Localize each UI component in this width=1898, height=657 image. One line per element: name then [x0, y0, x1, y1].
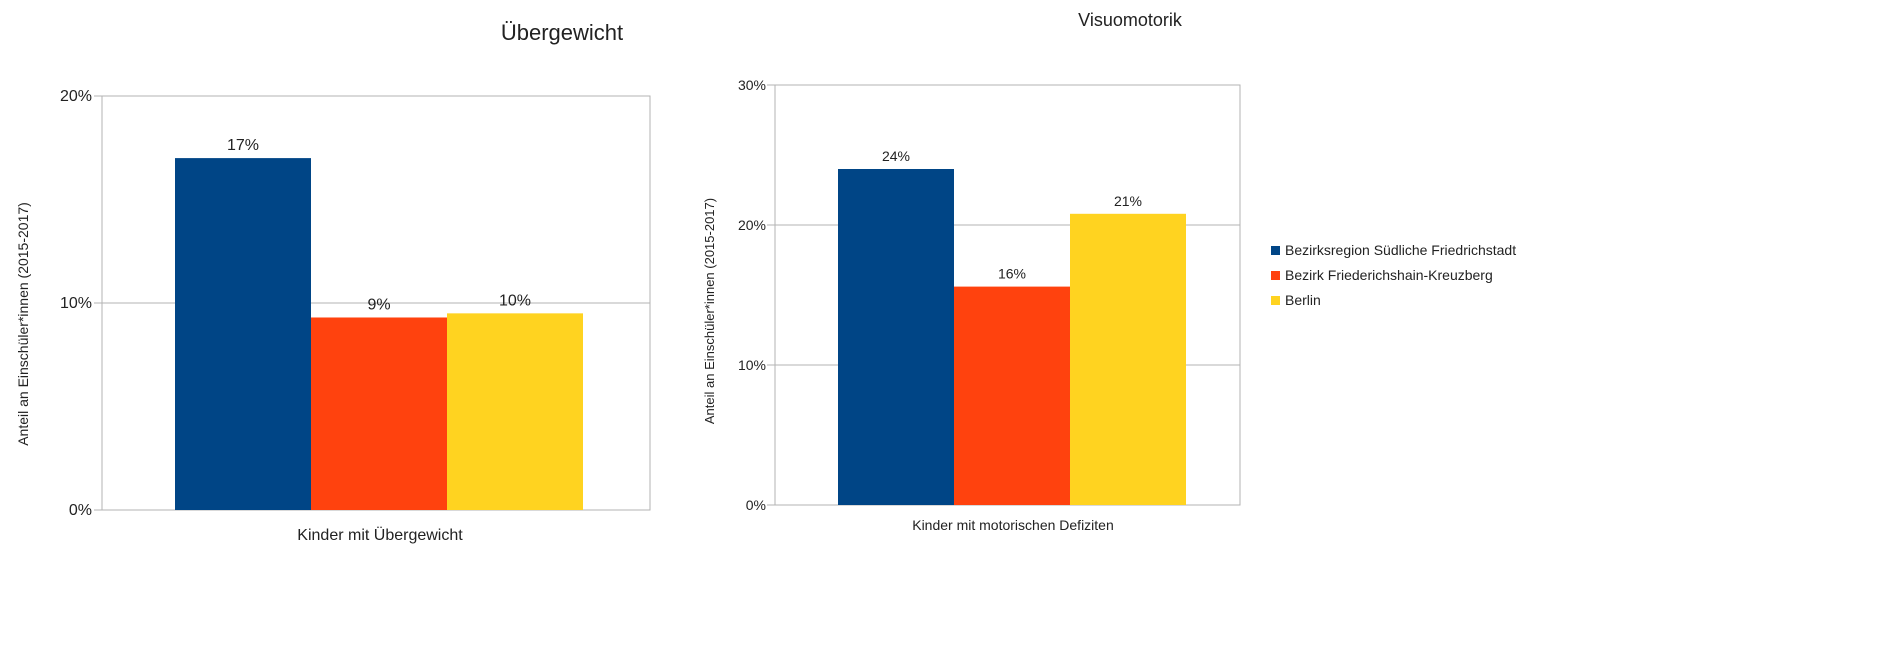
chart-title: Visuomotorik — [1078, 10, 1183, 30]
x-axis-label: Kinder mit Übergewicht — [297, 526, 463, 544]
y-tick-label: 10% — [738, 357, 766, 373]
bars — [175, 158, 583, 510]
legend-swatch — [1271, 296, 1280, 305]
bar — [311, 317, 447, 510]
y-tick-label: 20% — [738, 217, 766, 233]
legend-swatch — [1271, 246, 1280, 255]
data-label: 17% — [227, 137, 259, 154]
x-axis-label: Kinder mit motorischen Defiziten — [912, 517, 1114, 533]
y-axis-label: Anteil an Einschüler*innen (2015-2017) — [702, 198, 717, 424]
data-label: 21% — [1114, 193, 1142, 209]
y-tick-labels: 0% 10% 20% — [60, 88, 92, 519]
y-tick-labels: 0% 10% 20% 30% — [738, 77, 766, 513]
y-tick-label: 30% — [738, 77, 766, 93]
bar — [175, 158, 311, 510]
data-labels: 24% 16% 21% — [882, 148, 1142, 282]
data-labels: 17% 9% 10% — [227, 137, 531, 313]
bar — [954, 286, 1070, 505]
bar — [838, 169, 954, 505]
data-label: 9% — [367, 296, 390, 313]
bar — [1070, 213, 1186, 506]
legend-label: Bezirksregion Südliche Friedrichstadt — [1285, 242, 1516, 258]
data-label: 10% — [499, 292, 531, 309]
y-tick-label: 0% — [746, 497, 766, 513]
legend-label: Berlin — [1285, 292, 1321, 308]
data-label: 16% — [998, 266, 1026, 282]
data-label: 24% — [882, 148, 910, 164]
y-tick-label: 0% — [69, 502, 92, 519]
chart-title: Übergewicht — [501, 20, 623, 45]
legend: Bezirksregion Südliche Friedrichstadt Be… — [1271, 242, 1516, 308]
y-tick-label: 20% — [60, 88, 92, 105]
y-tick-label: 10% — [60, 295, 92, 312]
bar — [447, 313, 583, 510]
legend-swatch — [1271, 271, 1280, 280]
bars — [838, 169, 1186, 506]
y-axis-label: Anteil an Einschüler*innen (2015-2017) — [15, 202, 31, 446]
chart-uebergewicht: Übergewicht Anteil an Einschüler*innen (… — [15, 20, 651, 544]
legend-label: Bezirk Friederichshain-Kreuzberg — [1285, 267, 1493, 283]
chart-visuomotorik: Visuomotorik Anteil an Einschüler*innen … — [702, 10, 1241, 533]
